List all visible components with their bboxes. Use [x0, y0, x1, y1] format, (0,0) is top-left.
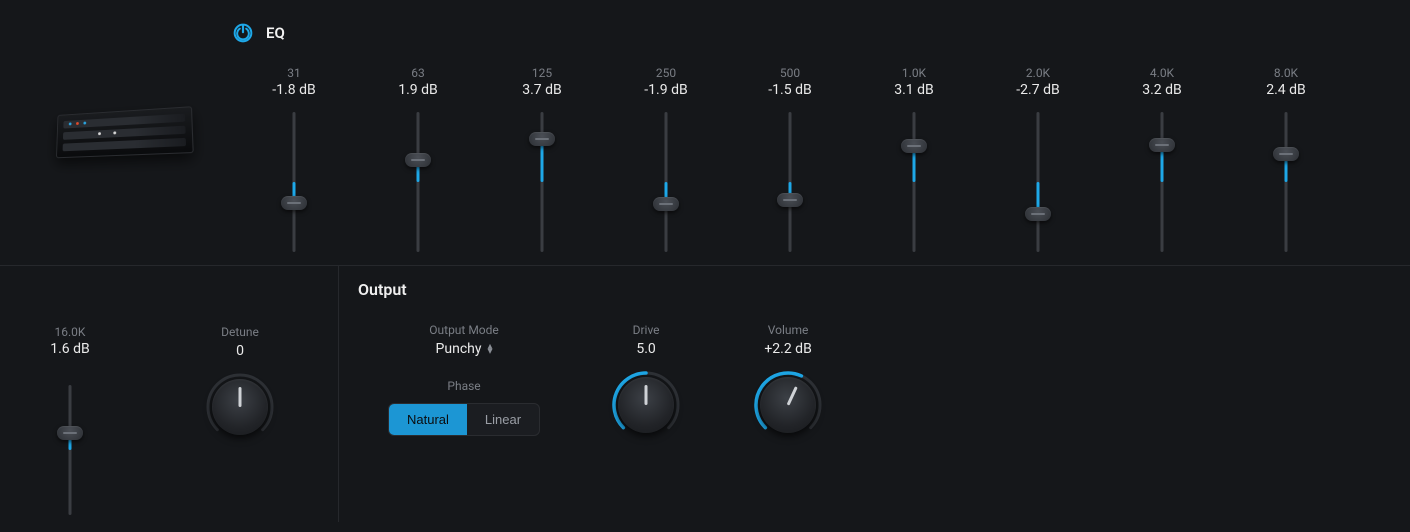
output-title: Output [358, 280, 1390, 299]
band-freq-label: 250 [656, 66, 676, 80]
eq-band: 2.0K -2.7 dB [976, 66, 1100, 252]
eq-band: 4.0K 3.2 dB [1100, 66, 1224, 252]
eq-slider[interactable] [1023, 112, 1053, 252]
eq-band: 31 -1.8 dB [232, 66, 356, 252]
dropdown-caret-icon: ▴▾ [487, 344, 492, 354]
phase-label: Phase [447, 379, 480, 393]
band-db-value: 1.6 dB [50, 341, 90, 357]
band-freq-label: 125 [532, 66, 552, 80]
drive-value: 5.0 [636, 341, 655, 357]
drive-control: Drive 5.0 [610, 323, 682, 441]
eq-slider[interactable] [899, 112, 929, 252]
rack-unit-image [52, 110, 192, 156]
band-db-value: -1.9 dB [644, 82, 687, 98]
eq-slider[interactable] [1271, 112, 1301, 252]
audio-plugin-panel: EQ 31 -1.8 dB 63 1.9 dB 125 3.7 dB 250 -1.9 dB 5… [0, 0, 1410, 532]
eq-slider-16k[interactable] [55, 385, 85, 515]
band-freq-label: 4.0K [1150, 66, 1174, 80]
eq-slider[interactable] [403, 112, 433, 252]
detune-value: 0 [236, 343, 244, 359]
divider-vertical [338, 265, 339, 522]
eq-slider[interactable] [527, 112, 557, 252]
output-mode-value: Punchy [436, 341, 482, 357]
band-db-value: -1.8 dB [272, 82, 315, 98]
eq-bands-row: 31 -1.8 dB 63 1.9 dB 125 3.7 dB 250 -1.9 dB 500 -… [232, 66, 1348, 252]
eq-header: EQ [232, 22, 285, 44]
phase-toggle: NaturalLinear [388, 403, 540, 436]
eq-slider[interactable] [279, 112, 309, 252]
phase-option-natural[interactable]: Natural [389, 404, 467, 435]
eq-band: 8.0K 2.4 dB [1224, 66, 1348, 252]
eq-band: 1.0K 3.1 dB [852, 66, 976, 252]
output-mode-label: Output Mode [429, 323, 499, 337]
output-mode-select[interactable]: Punchy ▴▾ [436, 341, 493, 357]
band-freq-label: 63 [411, 66, 425, 80]
band-freq-label: 500 [780, 66, 800, 80]
power-icon [233, 23, 253, 43]
eq-power-button[interactable] [232, 22, 254, 44]
volume-label: Volume [768, 323, 809, 337]
band-db-value: 3.2 dB [1142, 82, 1182, 98]
lower-left-group: 16.0K 1.6 dB Detune 0 [20, 325, 300, 515]
eq-band: 63 1.9 dB [356, 66, 480, 252]
output-section: Output Output Mode Punchy ▴▾ Phase Natur… [358, 280, 1390, 441]
divider-horizontal [0, 265, 1410, 266]
eq-slider[interactable] [651, 112, 681, 252]
band-db-value: 1.9 dB [398, 82, 438, 98]
eq-slider[interactable] [775, 112, 805, 252]
drive-knob[interactable] [610, 369, 682, 441]
band-db-value: 3.1 dB [894, 82, 934, 98]
band-db-value: 2.4 dB [1266, 82, 1306, 98]
band-db-value: -1.5 dB [768, 82, 811, 98]
eq-title: EQ [266, 24, 285, 42]
band-db-value: -2.7 dB [1016, 82, 1059, 98]
band-freq-label: 31 [287, 66, 301, 80]
detune-control: Detune 0 [180, 325, 300, 443]
drive-label: Drive [633, 323, 660, 337]
volume-knob[interactable] [752, 369, 824, 441]
eq-band: 250 -1.9 dB [604, 66, 728, 252]
eq-slider[interactable] [1147, 112, 1177, 252]
band-freq-label: 2.0K [1026, 66, 1050, 80]
detune-label: Detune [221, 325, 259, 339]
phase-option-linear[interactable]: Linear [467, 404, 539, 435]
band-db-value: 3.7 dB [522, 82, 562, 98]
eq-band: 500 -1.5 dB [728, 66, 852, 252]
volume-value: +2.2 dB [764, 341, 811, 357]
detune-knob[interactable] [204, 371, 276, 443]
band-freq-label: 16.0K [55, 325, 86, 339]
band-freq-label: 8.0K [1274, 66, 1298, 80]
eq-band-16k: 16.0K 1.6 dB [20, 325, 120, 515]
eq-band: 125 3.7 dB [480, 66, 604, 252]
volume-control: Volume +2.2 dB [752, 323, 824, 441]
band-freq-label: 1.0K [902, 66, 926, 80]
